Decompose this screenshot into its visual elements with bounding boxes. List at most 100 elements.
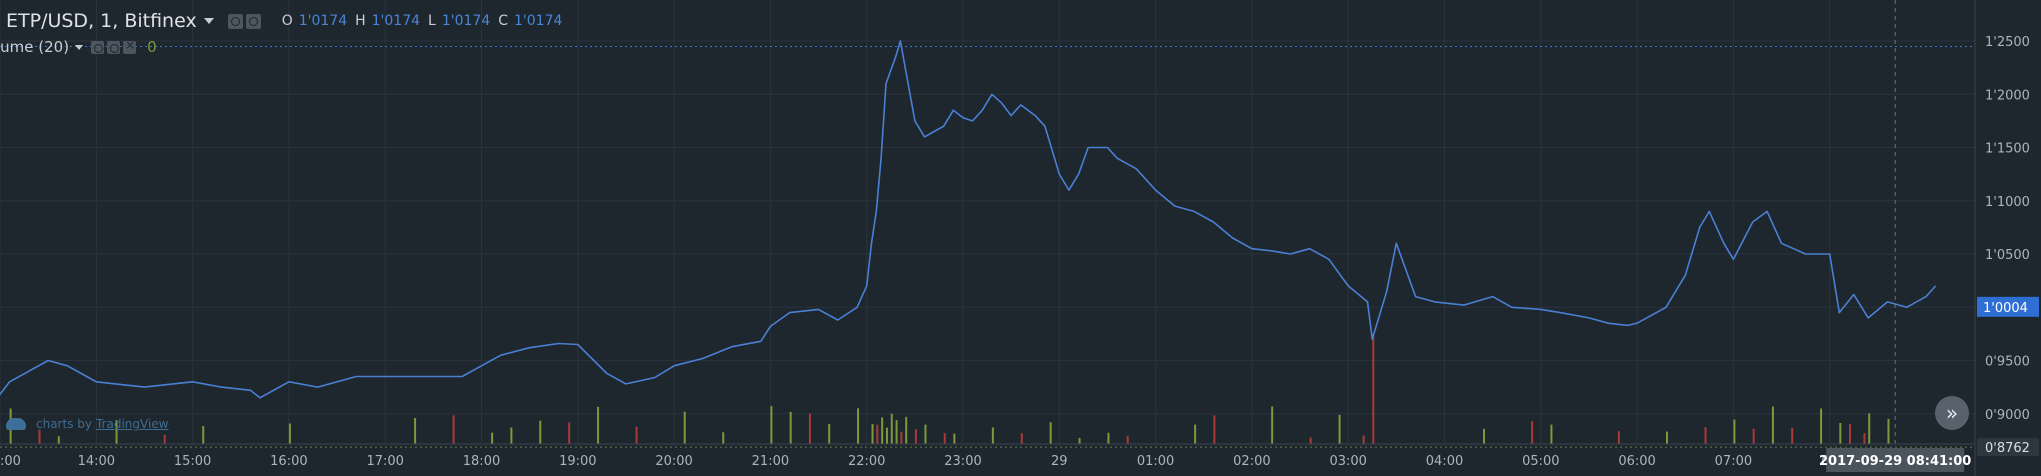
x-tick-label: 18:00 bbox=[463, 454, 500, 469]
volume-bar-up bbox=[1665, 431, 1668, 444]
volume-bar-up bbox=[885, 427, 888, 444]
volume-bar-down bbox=[1020, 433, 1023, 444]
volume-bar-up bbox=[1839, 422, 1842, 444]
volume-bar-up bbox=[1820, 408, 1823, 444]
volume-bar-up bbox=[991, 427, 994, 444]
chevron-down-icon[interactable] bbox=[203, 18, 214, 24]
scroll-to-realtime-button[interactable]: » bbox=[1935, 396, 1969, 430]
high-value: 1'0174 bbox=[371, 13, 421, 29]
x-tick-label: 14:00 bbox=[78, 454, 115, 469]
x-tick-label: 29 bbox=[1051, 454, 1068, 469]
volume-bar-down bbox=[1704, 427, 1707, 444]
volume-bar-up bbox=[1271, 406, 1274, 444]
y-tick-label: 1'1000 bbox=[1985, 195, 2030, 210]
volume-bar-down bbox=[1848, 423, 1851, 444]
ohlc-values: O 1'0174 H 1'0174 L 1'0174 C 1'0174 bbox=[274, 13, 563, 29]
volume-bar-up bbox=[890, 413, 893, 444]
volume-bar-up bbox=[1733, 419, 1736, 444]
volume-bar-up bbox=[1049, 422, 1052, 444]
volume-bar-up bbox=[722, 432, 725, 444]
y-tick-label: 1'2500 bbox=[1985, 35, 2030, 50]
low-label: L bbox=[428, 13, 436, 29]
x-tick-label: 19:00 bbox=[559, 454, 596, 469]
volume-bar-up bbox=[857, 408, 860, 444]
volume-bar-up bbox=[288, 423, 291, 444]
volume-bar-up bbox=[1078, 437, 1081, 444]
settings-icon[interactable] bbox=[227, 13, 243, 29]
volume-bar-down bbox=[1863, 433, 1866, 444]
settings-icon[interactable] bbox=[91, 40, 105, 54]
open-label: O bbox=[281, 13, 293, 29]
grid-lines bbox=[0, 0, 1975, 444]
volume-value: 0 bbox=[147, 38, 157, 56]
volume-bar-down bbox=[808, 413, 811, 444]
low-value: 1'0174 bbox=[441, 13, 491, 29]
volume-bar-up bbox=[202, 426, 205, 444]
format-icon[interactable] bbox=[245, 13, 261, 29]
volume-bar-down bbox=[900, 431, 903, 444]
volume-bar-up bbox=[597, 406, 600, 444]
volume-legend: lume (20) 0 bbox=[0, 37, 157, 57]
x-tick-label: 21:00 bbox=[752, 454, 789, 469]
volume-bar-up bbox=[1771, 406, 1774, 444]
close-value: 1'0174 bbox=[514, 13, 563, 29]
volume-bar-down bbox=[1752, 428, 1755, 444]
x-tick-label: 20:00 bbox=[655, 454, 692, 469]
volume-bars bbox=[9, 334, 1890, 444]
volume-bar-up bbox=[871, 424, 874, 444]
volume-bar-up bbox=[1550, 424, 1553, 444]
volume-bar-down bbox=[568, 422, 571, 444]
volume-bar-down bbox=[914, 429, 917, 444]
y-tick-label: 1'1500 bbox=[1985, 142, 2030, 157]
volume-bar-down bbox=[1531, 421, 1534, 444]
volume-bar-up bbox=[1194, 424, 1197, 444]
volume-bar-down bbox=[38, 429, 41, 444]
crosshair-time-label: 2017-09-29 08:41:00 bbox=[1819, 454, 1971, 469]
x-tick-label: 22:00 bbox=[848, 454, 885, 469]
y-tick-label: 1'0500 bbox=[1985, 248, 2030, 263]
volume-bar-up bbox=[1107, 432, 1110, 444]
x-tick-label: 23:00 bbox=[944, 454, 981, 469]
chevron-down-icon[interactable] bbox=[75, 44, 84, 50]
volume-bar-up bbox=[895, 420, 898, 444]
x-tick-label: 07:00 bbox=[1715, 454, 1752, 469]
volume-bar-up bbox=[1868, 413, 1871, 444]
y-tick-label: 0'9000 bbox=[1985, 408, 2030, 423]
open-value: 1'0174 bbox=[298, 13, 348, 29]
low-price-label: 0'8762 bbox=[1985, 441, 2030, 456]
volume-bar-down bbox=[1309, 437, 1312, 444]
volume-title[interactable]: lume (20) bbox=[0, 38, 70, 56]
tradingview-watermark[interactable]: charts by TradingView bbox=[6, 415, 169, 433]
volume-bar-up bbox=[115, 420, 118, 444]
volume-bar-up bbox=[924, 424, 927, 444]
symbol-title[interactable]: ETP/USD, 1, Bitfinex bbox=[6, 10, 197, 32]
chart-legend: ETP/USD, 1, Bitfinex O 1'0174 H 1'0174 L 1'… bbox=[6, 8, 562, 34]
volume-bar-up bbox=[1483, 428, 1486, 444]
x-tick-label: 16:00 bbox=[270, 454, 307, 469]
volume-bar-up bbox=[510, 427, 513, 444]
volume-bar-down bbox=[1791, 427, 1794, 444]
x-tick-label: :00 bbox=[0, 454, 21, 469]
volume-bar-down bbox=[1213, 415, 1216, 444]
volume-bar-up bbox=[57, 436, 60, 444]
volume-bar-up bbox=[683, 411, 686, 444]
x-tick-label: 15:00 bbox=[174, 454, 211, 469]
volume-bar-down bbox=[1362, 435, 1365, 444]
volume-bar-up bbox=[491, 432, 494, 444]
volume-bar-down bbox=[452, 415, 455, 444]
volume-bar-up bbox=[905, 416, 908, 444]
format-icon[interactable] bbox=[107, 40, 121, 54]
current-price-badge bbox=[1977, 296, 2039, 317]
x-tick-label: 17:00 bbox=[366, 454, 403, 469]
x-tick-label: 02:00 bbox=[1233, 454, 1270, 469]
y-tick-label: 0'9500 bbox=[1985, 355, 2030, 370]
volume-bar-up bbox=[414, 417, 417, 444]
x-tick-label: 04:00 bbox=[1426, 454, 1463, 469]
volume-bar-down bbox=[943, 433, 946, 444]
x-tick-label: 01:00 bbox=[1137, 454, 1174, 469]
volume-bar-up bbox=[953, 433, 956, 444]
close-icon[interactable] bbox=[123, 38, 137, 54]
watermark-link[interactable]: TradingView bbox=[95, 417, 169, 431]
